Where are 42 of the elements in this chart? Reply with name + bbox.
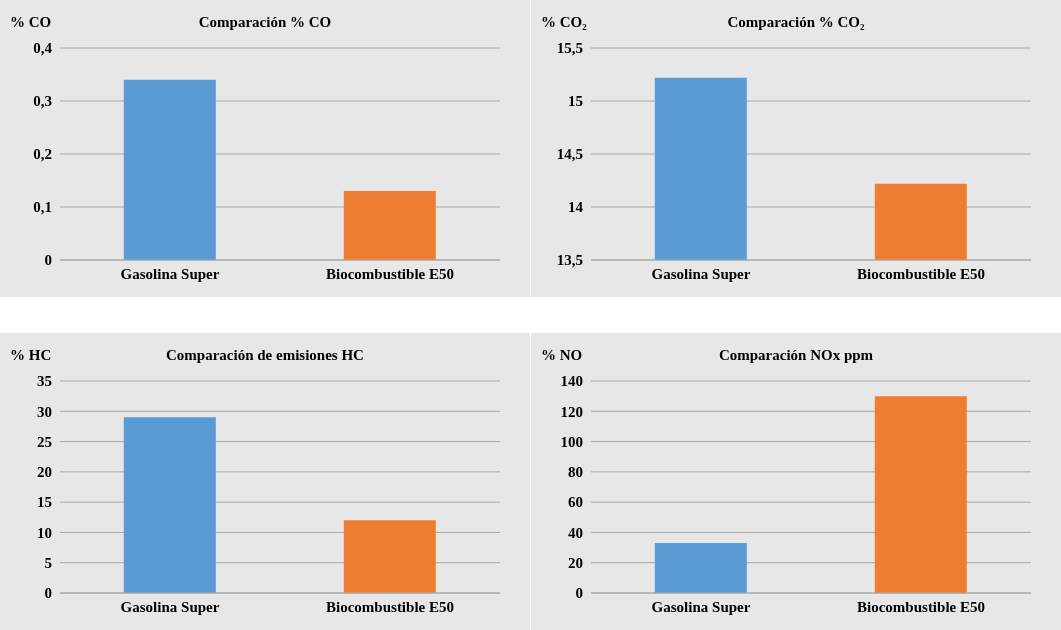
y-tick-label: 14: [568, 199, 584, 216]
y-tick-label: 100: [560, 433, 583, 450]
y-axis-title: % NO: [541, 347, 583, 364]
y-tick-label: 30: [37, 403, 52, 420]
y-tick-label: 0,1: [33, 199, 52, 216]
x-tick-label: Biocombustible E50: [326, 265, 454, 282]
x-tick-label: Biocombustible E50: [857, 265, 985, 282]
y-tick-label: 13,5: [556, 252, 583, 269]
y-tick-label: 140: [560, 373, 583, 390]
y-tick-label: 80: [568, 464, 583, 481]
y-tick-label: 120: [560, 403, 583, 420]
chart-title: Comparación % CO₂: [727, 14, 865, 30]
y-tick-label: 15: [37, 494, 52, 511]
x-tick-label: Gasolina Super: [651, 598, 751, 615]
y-tick-label: 20: [568, 555, 583, 572]
y-tick-label: 0: [44, 252, 52, 269]
x-tick-label: Biocombustible E50: [326, 598, 454, 615]
y-tick-label: 5: [44, 555, 52, 572]
y-tick-label: 0,3: [33, 93, 52, 110]
y-tick-label: 40: [568, 524, 583, 541]
x-tick-label: Biocombustible E50: [857, 598, 985, 615]
chart-title: Comparación % CO: [198, 14, 332, 30]
y-tick-label: 10: [37, 524, 52, 541]
chart-title: Comparación de emisiones HC: [166, 347, 364, 363]
y-tick-label: 0: [575, 585, 583, 602]
y-tick-label: 0: [44, 585, 52, 602]
x-tick-label: Gasolina Super: [120, 598, 220, 615]
y-tick-label: 0,4: [33, 40, 53, 57]
y-tick-label: 15: [568, 93, 583, 110]
y-tick-label: 25: [37, 433, 52, 450]
x-tick-label: Gasolina Super: [120, 265, 220, 282]
x-tick-label: Gasolina Super: [651, 265, 751, 282]
y-axis-title: % HC: [10, 347, 52, 364]
y-tick-label: 20: [37, 464, 52, 481]
chart-title: Comparación NOx ppm: [718, 347, 874, 363]
y-tick-label: 35: [37, 373, 52, 390]
y-axis-title: % CO₂: [541, 14, 587, 31]
y-axis-title: % CO: [10, 14, 52, 31]
y-tick-label: 14,5: [556, 146, 583, 163]
y-tick-label: 0,2: [33, 146, 52, 163]
y-tick-label: 60: [568, 494, 583, 511]
y-tick-label: 15,5: [556, 40, 583, 57]
